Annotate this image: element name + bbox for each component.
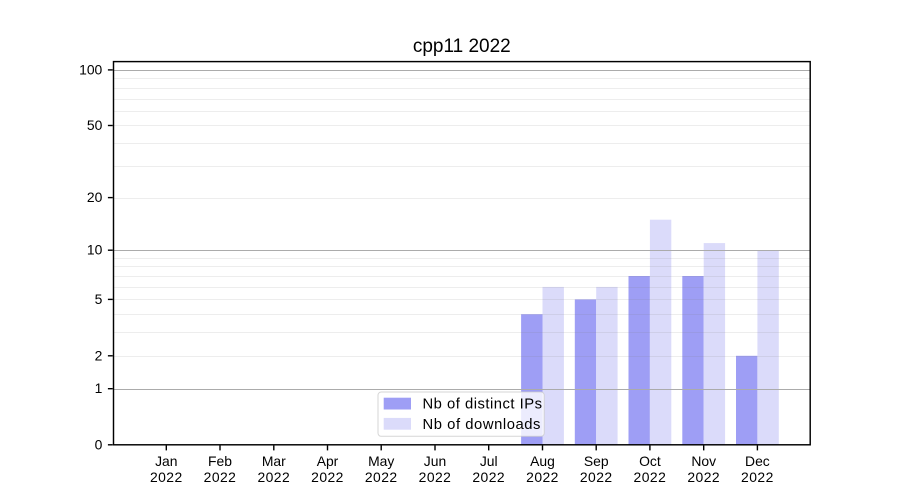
svg-text:Nb of distinct IPs: Nb of distinct IPs	[423, 396, 543, 412]
svg-text:2022: 2022	[526, 469, 559, 485]
svg-text:20: 20	[87, 189, 103, 205]
svg-text:Jul: Jul	[480, 453, 498, 469]
svg-text:0: 0	[95, 436, 103, 452]
svg-text:Sep: Sep	[584, 453, 609, 469]
svg-text:Nov: Nov	[691, 453, 716, 469]
svg-text:2022: 2022	[257, 469, 290, 485]
svg-text:Oct: Oct	[639, 453, 661, 469]
svg-text:50: 50	[87, 117, 103, 133]
svg-text:Jun: Jun	[424, 453, 446, 469]
svg-text:Mar: Mar	[262, 453, 286, 469]
svg-text:2022: 2022	[150, 469, 183, 485]
svg-text:Nb of downloads: Nb of downloads	[423, 417, 541, 433]
svg-text:2022: 2022	[741, 469, 774, 485]
svg-text:Dec: Dec	[745, 453, 770, 469]
svg-text:Apr: Apr	[317, 453, 339, 469]
svg-text:2022: 2022	[365, 469, 398, 485]
svg-text:2022: 2022	[580, 469, 613, 485]
svg-text:2022: 2022	[419, 469, 452, 485]
svg-text:cpp11 2022: cpp11 2022	[413, 36, 511, 57]
svg-text:2022: 2022	[687, 469, 720, 485]
svg-text:100: 100	[79, 61, 102, 77]
svg-text:2: 2	[95, 347, 103, 363]
svg-text:2022: 2022	[311, 469, 344, 485]
svg-text:2022: 2022	[204, 469, 237, 485]
svg-text:10: 10	[87, 242, 103, 258]
svg-text:Feb: Feb	[208, 453, 232, 469]
svg-text:5: 5	[95, 291, 103, 307]
svg-text:Jan: Jan	[155, 453, 177, 469]
svg-text:May: May	[368, 453, 394, 469]
svg-text:2022: 2022	[472, 469, 505, 485]
svg-text:2022: 2022	[634, 469, 667, 485]
svg-text:Aug: Aug	[530, 453, 555, 469]
svg-text:1: 1	[95, 380, 103, 396]
